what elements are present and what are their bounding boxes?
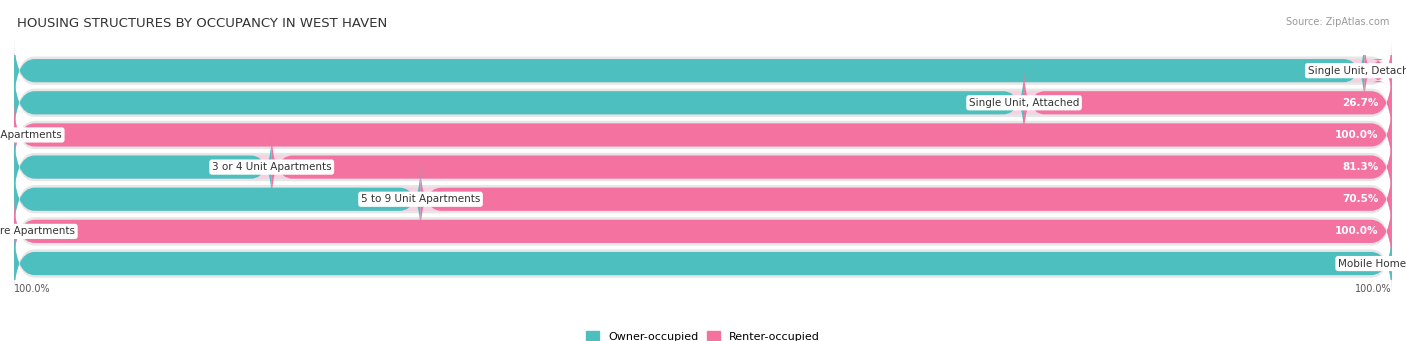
Text: 100.0%: 100.0% xyxy=(14,284,51,294)
Text: 100.0%: 100.0% xyxy=(1334,130,1378,140)
Text: Source: ZipAtlas.com: Source: ZipAtlas.com xyxy=(1285,17,1389,27)
FancyBboxPatch shape xyxy=(14,98,1392,172)
Text: 10 or more Apartments: 10 or more Apartments xyxy=(0,226,75,236)
Text: 100.0%: 100.0% xyxy=(1355,284,1392,294)
FancyBboxPatch shape xyxy=(14,197,1392,266)
FancyBboxPatch shape xyxy=(1024,66,1392,139)
FancyBboxPatch shape xyxy=(14,101,1392,169)
Text: 2 Unit Apartments: 2 Unit Apartments xyxy=(0,130,62,140)
Text: 5 to 9 Unit Apartments: 5 to 9 Unit Apartments xyxy=(361,194,481,204)
Text: Single Unit, Attached: Single Unit, Attached xyxy=(969,98,1080,108)
FancyBboxPatch shape xyxy=(14,163,1392,236)
Text: 81.3%: 81.3% xyxy=(1341,162,1378,172)
FancyBboxPatch shape xyxy=(14,66,1392,139)
FancyBboxPatch shape xyxy=(14,227,1392,300)
FancyBboxPatch shape xyxy=(14,66,1392,139)
FancyBboxPatch shape xyxy=(14,98,1392,172)
Text: Single Unit, Detached: Single Unit, Detached xyxy=(1308,65,1406,76)
FancyBboxPatch shape xyxy=(14,131,1392,204)
Text: 73.3%: 73.3% xyxy=(974,98,1011,108)
Text: 26.7%: 26.7% xyxy=(1341,98,1378,108)
FancyBboxPatch shape xyxy=(14,133,1392,201)
FancyBboxPatch shape xyxy=(14,227,1392,300)
FancyBboxPatch shape xyxy=(14,195,1392,268)
FancyBboxPatch shape xyxy=(14,66,1024,139)
FancyBboxPatch shape xyxy=(14,36,1392,105)
Legend: Owner-occupied, Renter-occupied: Owner-occupied, Renter-occupied xyxy=(581,327,825,341)
FancyBboxPatch shape xyxy=(14,34,1392,107)
FancyBboxPatch shape xyxy=(14,98,1392,172)
FancyBboxPatch shape xyxy=(1364,34,1392,107)
FancyBboxPatch shape xyxy=(14,34,1392,107)
Text: HOUSING STRUCTURES BY OCCUPANCY IN WEST HAVEN: HOUSING STRUCTURES BY OCCUPANCY IN WEST … xyxy=(17,17,387,30)
FancyBboxPatch shape xyxy=(14,195,1392,268)
Text: 100.0%: 100.0% xyxy=(1334,226,1378,236)
FancyBboxPatch shape xyxy=(14,34,1364,107)
Text: Mobile Home / Other: Mobile Home / Other xyxy=(1339,258,1406,269)
Text: 18.7%: 18.7% xyxy=(222,162,257,172)
FancyBboxPatch shape xyxy=(420,163,1392,236)
FancyBboxPatch shape xyxy=(14,163,1392,236)
FancyBboxPatch shape xyxy=(14,69,1392,137)
Text: 98.0%: 98.0% xyxy=(1315,65,1351,76)
FancyBboxPatch shape xyxy=(14,165,1392,233)
Text: 29.5%: 29.5% xyxy=(371,194,406,204)
FancyBboxPatch shape xyxy=(14,229,1392,298)
Text: 100.0%: 100.0% xyxy=(1334,258,1378,269)
FancyBboxPatch shape xyxy=(271,131,1392,204)
FancyBboxPatch shape xyxy=(14,131,271,204)
FancyBboxPatch shape xyxy=(14,163,420,236)
FancyBboxPatch shape xyxy=(14,227,1392,300)
FancyBboxPatch shape xyxy=(14,195,1392,268)
Text: 70.5%: 70.5% xyxy=(1341,194,1378,204)
Text: 3 or 4 Unit Apartments: 3 or 4 Unit Apartments xyxy=(212,162,332,172)
FancyBboxPatch shape xyxy=(14,131,1392,204)
